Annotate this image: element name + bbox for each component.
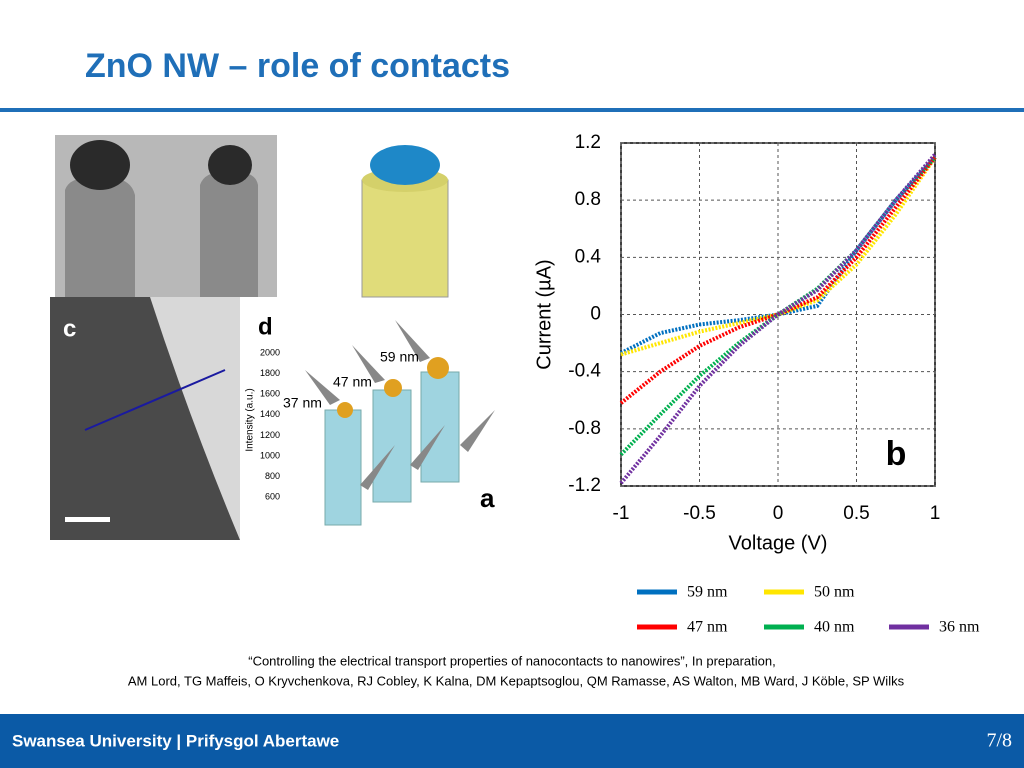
y-tick-label: 0.8	[575, 189, 601, 210]
x-tick-label: 0.5	[843, 503, 869, 524]
citation: “Controlling the electrical transport pr…	[248, 653, 776, 668]
legend-label: 36 nm	[939, 619, 980, 636]
x-axis-title: Voltage (V)	[729, 532, 828, 554]
slide-title: ZnO NW – role of contacts	[85, 47, 510, 85]
series-line	[619, 153, 937, 485]
scale-bar	[65, 517, 110, 522]
wire-label: 47 nm	[333, 374, 372, 390]
inset-tick: 600	[265, 492, 280, 502]
title-rule	[0, 108, 1024, 112]
inset-tick: 1000	[260, 450, 280, 460]
contacts	[337, 357, 449, 418]
inset-tick: 1800	[260, 368, 280, 378]
y-tick-label: 0.4	[575, 246, 602, 267]
wire-label: 37 nm	[283, 395, 322, 411]
series-line	[619, 156, 937, 405]
contact	[370, 145, 440, 185]
x-tick-label: 1	[930, 503, 941, 524]
tip	[208, 145, 252, 185]
x-tick-label: -1	[613, 503, 630, 524]
panel-label: c	[63, 315, 76, 342]
probes	[305, 320, 495, 490]
legend-label: 40 nm	[814, 619, 855, 636]
inset-tick: 1600	[260, 389, 280, 399]
y-tick-label: -0.4	[568, 361, 601, 382]
y-tick-label: 0	[590, 304, 601, 325]
line-profile	[84, 369, 226, 431]
tip	[70, 140, 130, 190]
panel-label: d	[258, 313, 273, 340]
x-tick-label: -0.5	[683, 503, 716, 524]
legend-label: 47 nm	[687, 619, 728, 636]
y-tick-label: -1.2	[568, 475, 601, 496]
wire	[200, 171, 258, 297]
legend-label: 50 nm	[814, 584, 855, 601]
cylinder	[361, 179, 449, 298]
y-tick-label: 1.2	[575, 132, 601, 153]
footer-bar	[0, 714, 1024, 768]
panel-label: a	[480, 483, 495, 513]
y-axis-title: Current (µA)	[533, 259, 555, 369]
y-tick-label: -0.8	[568, 418, 601, 439]
inset-ylabel: Intensity (a.u.)	[245, 388, 256, 451]
vacuum	[150, 297, 240, 540]
inset-tick: 2000	[260, 347, 280, 357]
inset-tick: 1400	[260, 409, 280, 419]
legend-label: 59 nm	[687, 584, 728, 601]
wire	[65, 177, 135, 297]
page-number: 7/8	[986, 730, 1012, 752]
citation: AM Lord, TG Maffeis, O Kryvchenkova, RJ …	[128, 673, 905, 688]
institution: Swansea University | Prifysgol Abertawe	[12, 731, 339, 750]
inset-tick: 1200	[260, 430, 280, 440]
series-line	[620, 155, 937, 355]
wire-label: 59 nm	[380, 349, 419, 365]
inset-tick: 800	[265, 471, 280, 481]
annotation: b	[886, 435, 907, 473]
x-tick-label: 0	[773, 503, 784, 524]
